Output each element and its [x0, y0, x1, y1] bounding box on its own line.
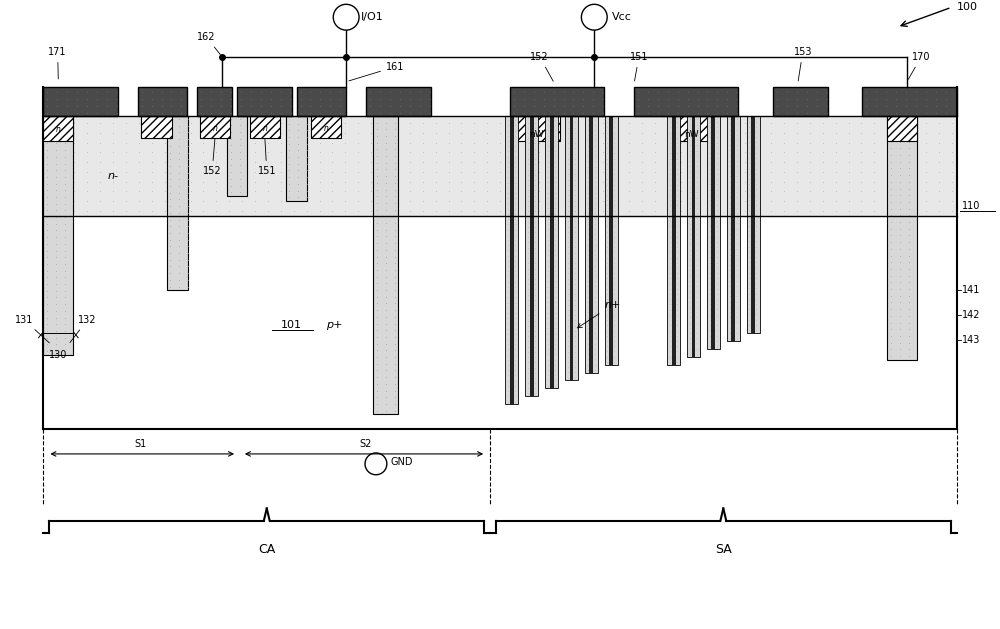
Circle shape	[365, 453, 387, 475]
Bar	[515, 116, 560, 142]
Bar	[43, 116, 957, 216]
Bar	[237, 87, 292, 116]
Bar	[711, 116, 715, 348]
Bar	[570, 116, 573, 381]
Bar	[862, 87, 957, 116]
Bar	[366, 87, 431, 116]
Text: 143: 143	[962, 335, 980, 345]
Text: 110: 110	[962, 201, 980, 211]
Bar	[43, 116, 73, 142]
Text: n: n	[56, 125, 61, 134]
Text: 141: 141	[962, 285, 980, 295]
Text: 171: 171	[48, 47, 67, 79]
Bar	[747, 116, 760, 333]
Bar	[589, 116, 593, 372]
Text: Vcc: Vcc	[612, 12, 632, 22]
Bar	[887, 116, 917, 360]
Bar	[565, 116, 578, 381]
Text: 152: 152	[203, 139, 221, 176]
Bar	[510, 116, 514, 404]
Text: 153: 153	[793, 47, 812, 81]
Text: n: n	[324, 124, 329, 133]
Bar	[286, 116, 307, 201]
Text: n: n	[213, 124, 218, 133]
Bar	[297, 87, 346, 116]
Text: 131: 131	[15, 315, 49, 343]
Bar	[167, 116, 188, 290]
Bar	[141, 116, 172, 138]
Text: nW: nW	[529, 130, 544, 139]
Bar	[605, 116, 618, 365]
Text: 170: 170	[908, 52, 930, 79]
Bar	[227, 116, 247, 196]
Bar	[667, 116, 680, 365]
Bar	[197, 87, 232, 116]
Text: n: n	[262, 124, 267, 133]
Text: I/O1: I/O1	[361, 12, 384, 22]
Text: S2: S2	[360, 439, 372, 449]
Bar	[609, 116, 613, 365]
Bar	[687, 116, 700, 357]
Text: p+: p+	[326, 320, 343, 330]
Bar	[731, 116, 735, 341]
Text: nW: nW	[684, 130, 699, 139]
Bar	[43, 87, 118, 116]
Bar	[669, 116, 713, 142]
Text: 101: 101	[281, 320, 302, 330]
Bar	[138, 87, 187, 116]
Bar	[43, 116, 73, 355]
Bar	[530, 116, 534, 396]
Text: n+: n+	[578, 300, 621, 328]
Bar	[773, 87, 828, 116]
Bar	[672, 116, 676, 365]
Text: 151: 151	[630, 52, 648, 81]
Text: 162: 162	[197, 32, 220, 55]
Text: 142: 142	[962, 310, 980, 320]
Circle shape	[333, 4, 359, 30]
Bar	[707, 116, 720, 348]
Text: S1: S1	[134, 439, 146, 449]
Bar	[311, 116, 341, 138]
Bar	[510, 87, 604, 116]
Bar	[505, 116, 518, 404]
Bar	[43, 216, 957, 429]
Bar	[887, 116, 917, 142]
Bar	[634, 87, 738, 116]
Text: CA: CA	[258, 543, 275, 556]
Bar	[545, 116, 558, 389]
Bar	[692, 116, 695, 357]
Text: 152: 152	[530, 52, 553, 81]
Text: GND: GND	[391, 457, 413, 467]
Bar	[200, 116, 230, 138]
Text: SA: SA	[715, 543, 732, 556]
Bar	[585, 116, 598, 372]
Text: 161: 161	[349, 62, 404, 81]
Bar	[250, 116, 280, 138]
Bar	[373, 116, 398, 415]
Text: 130: 130	[49, 350, 68, 360]
Text: n-: n-	[107, 171, 118, 181]
Text: 132: 132	[70, 315, 97, 343]
Bar	[751, 116, 755, 333]
Bar	[525, 116, 538, 396]
Bar	[727, 116, 740, 341]
Text: 151: 151	[258, 139, 276, 176]
Text: 100: 100	[957, 3, 978, 13]
Circle shape	[581, 4, 607, 30]
Bar	[550, 116, 554, 389]
